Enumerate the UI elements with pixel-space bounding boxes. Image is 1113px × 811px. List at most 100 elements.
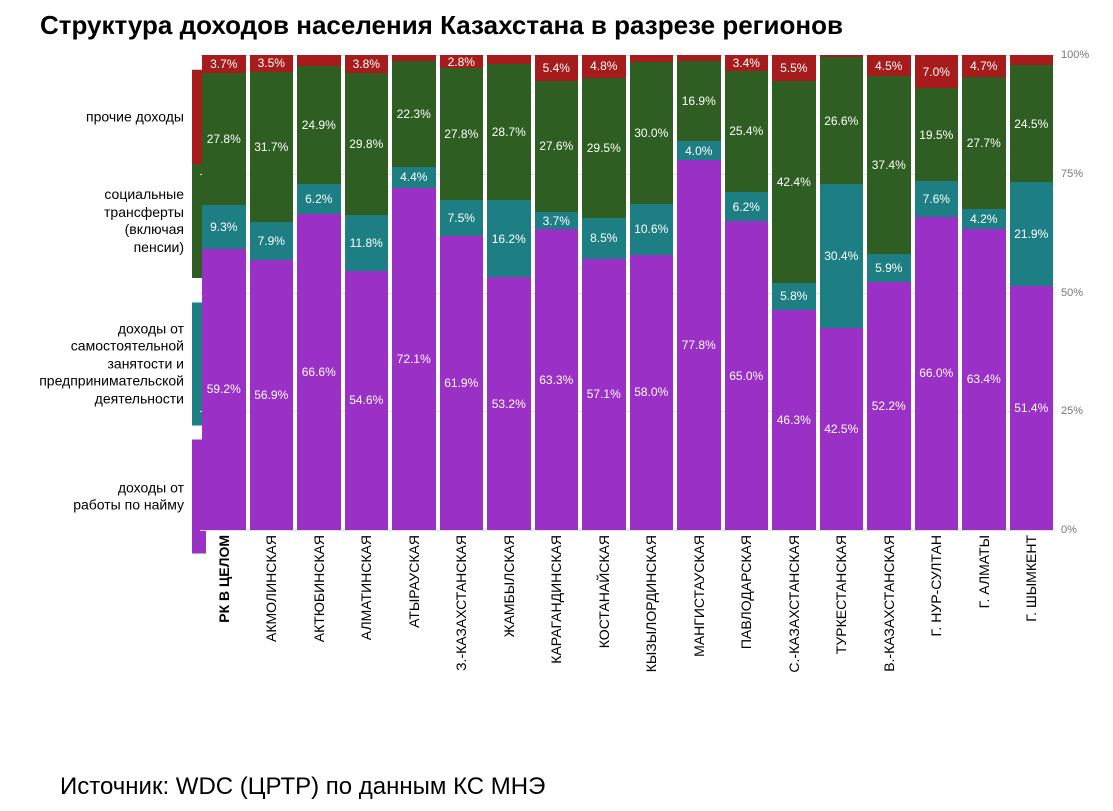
- bar-segment-employment: 42.5%: [820, 328, 864, 530]
- segment-value-label: 27.6%: [539, 139, 573, 153]
- legend-label: социальныетрансферты(включаяпенсии): [104, 186, 190, 256]
- segment-value-label: 37.4%: [872, 158, 906, 172]
- bar-segment-social: 28.7%: [487, 64, 531, 200]
- x-label-slot: Г. ШЫМКЕНТ: [1008, 535, 1056, 673]
- stacked-bar: 58.0% 10.6% 30.0%: [630, 55, 674, 530]
- x-axis-label: Г. НУР-СУЛТАН: [928, 535, 944, 636]
- segment-value-label: 10.6%: [634, 222, 668, 236]
- segment-value-label: 66.6%: [302, 365, 336, 379]
- x-axis-label: АТЫРАУСКАЯ: [406, 535, 422, 628]
- bar-segment-employment: 56.9%: [250, 260, 294, 530]
- segment-value-label: 42.5%: [824, 422, 858, 436]
- segment-value-label: 26.6%: [824, 114, 858, 128]
- bar-segment-employment: 57.1%: [582, 259, 626, 530]
- x-axis-label: АКТЮБИНСКАЯ: [311, 535, 327, 642]
- bar-segment-social: 29.8%: [345, 73, 389, 215]
- bar-slot: 66.6%6.2%24.9%: [295, 55, 343, 530]
- segment-value-label: 3.7%: [543, 214, 570, 228]
- segment-value-label: 30.0%: [634, 126, 668, 140]
- bar-segment-self_emp: 9.3%: [202, 205, 246, 249]
- bar-segment-other: [677, 55, 721, 61]
- segment-value-label: 6.2%: [733, 200, 760, 214]
- x-label-slot: КОСТАНАЙСКАЯ: [580, 535, 628, 673]
- bar-segment-self_emp: 10.6%: [630, 204, 674, 254]
- x-axis-label: З.-КАЗАХСТАНСКАЯ: [453, 535, 469, 671]
- bar-segment-self_emp: 21.9%: [1010, 182, 1054, 286]
- bar-segment-social: 24.9%: [297, 66, 341, 184]
- segment-value-label: 3.7%: [210, 57, 237, 71]
- segment-value-label: 7.5%: [448, 211, 475, 225]
- x-label-slot: АЛМАТИНСКАЯ: [343, 535, 391, 673]
- segment-value-label: 28.7%: [492, 125, 526, 139]
- legend-label: доходы отработы по найму: [73, 479, 190, 514]
- bar-segment-social: 16.9%: [677, 61, 721, 141]
- chart-plot-area: 0%25%50%75%100%59.2%9.3%27.8%3.7%56.9%7.…: [200, 55, 1055, 530]
- segment-value-label: 7.9%: [258, 234, 285, 248]
- bar-segment-employment: 66.6%: [297, 214, 341, 530]
- x-axis-label: КЫЗЫЛОРДИНСКАЯ: [643, 535, 659, 672]
- stacked-bar: 42.5% 30.4% 26.6%: [820, 55, 864, 530]
- bar-segment-social: 22.3%: [392, 61, 436, 167]
- gridline: [200, 530, 1055, 531]
- segment-value-label: 5.8%: [780, 289, 807, 303]
- segment-value-label: 27.8%: [444, 127, 478, 141]
- bar-segment-other: 3.7%: [202, 55, 246, 73]
- stacked-bar: 51.4%21.9%24.5%: [1010, 55, 1054, 530]
- segment-value-label: 3.5%: [258, 56, 285, 70]
- bar-segment-employment: 65.0%: [725, 221, 769, 530]
- bar-segment-employment: 52.2%: [867, 282, 911, 530]
- x-axis-label: В.-КАЗАХСТАНСКАЯ: [881, 535, 897, 672]
- segment-value-label: 27.8%: [207, 132, 241, 146]
- legend-item-other: прочие доходы: [0, 108, 190, 126]
- x-axis-label: Г. ШЫМКЕНТ: [1023, 535, 1039, 622]
- legend-item-social: социальныетрансферты(включаяпенсии): [0, 186, 190, 256]
- segment-value-label: 57.1%: [587, 387, 621, 401]
- segment-value-label: 16.2%: [492, 232, 526, 246]
- x-axis-label: ТУРКЕСТАНСКАЯ: [833, 535, 849, 654]
- bar-segment-employment: 59.2%: [202, 249, 246, 530]
- bar-segment-employment: 61.9%: [440, 236, 484, 530]
- x-axis-label: ПАВЛОДАРСКАЯ: [738, 535, 754, 649]
- bar-segment-other: 3.8%: [345, 55, 389, 73]
- legend-item-self_emp: доходы отсамостоятельнойзанятости ипредп…: [0, 320, 190, 408]
- x-label-slot: В.-КАЗАХСТАНСКАЯ: [865, 535, 913, 673]
- bar-slot: 42.5% 30.4% 26.6%: [818, 55, 866, 530]
- segment-value-label: 63.4%: [967, 372, 1001, 386]
- bar-slot: 66.0%7.6%19.5%7.0%: [913, 55, 961, 530]
- y-tick-label: 25%: [1061, 405, 1083, 417]
- legend: прочие доходы социальныетрансферты(включа…: [0, 55, 190, 530]
- segment-value-label: 51.4%: [1014, 401, 1048, 415]
- stacked-bar: 63.4%4.2%27.7%4.7%: [962, 55, 1006, 530]
- segment-value-label: 30.4%: [824, 249, 858, 263]
- segment-value-label: 59.2%: [207, 382, 241, 396]
- segment-value-label: 5.9%: [875, 261, 902, 275]
- bar-segment-other: 3.5%: [250, 55, 294, 72]
- segment-value-label: 25.4%: [729, 124, 763, 138]
- x-label-slot: ПАВЛОДАРСКАЯ: [723, 535, 771, 673]
- bar-slot: 61.9%7.5%27.8%2.8%: [438, 55, 486, 530]
- bar-segment-social: 26.6%: [820, 57, 864, 183]
- chart-title: Структура доходов населения Казахстана в…: [40, 10, 1093, 41]
- bar-slot: 58.0% 10.6% 30.0%: [628, 55, 676, 530]
- bar-segment-self_emp: 11.8%: [345, 215, 389, 271]
- x-label-slot: АКМОЛИНСКАЯ: [248, 535, 296, 673]
- page: Структура доходов населения Казахстана в…: [0, 0, 1113, 811]
- bar-segment-other: 5.4%: [535, 55, 579, 81]
- bar-slot: 77.8%4.0%16.9%: [675, 55, 723, 530]
- bar-slot: 59.2% 9.3% 27.8% 3.7%: [200, 55, 248, 530]
- segment-value-label: 3.8%: [353, 57, 380, 71]
- bar-segment-employment: 77.8%: [677, 160, 721, 530]
- segment-value-label: 46.3%: [777, 413, 811, 427]
- bar-segment-employment: 58.0%: [630, 255, 674, 531]
- bar-segment-social: 25.4%: [725, 71, 769, 192]
- y-tick-label: 50%: [1061, 287, 1083, 299]
- segment-value-label: 29.8%: [349, 137, 383, 151]
- bars-container: 59.2%9.3%27.8%3.7%56.9%7.9%31.7%3.5%66.6…: [200, 55, 1055, 530]
- bar-segment-self_emp: 7.5%: [440, 200, 484, 236]
- segment-value-label: 22.3%: [397, 107, 431, 121]
- bar-segment-social: 27.8%: [202, 73, 246, 205]
- stacked-bar: 63.3%3.7%27.6%5.4%: [535, 55, 579, 530]
- x-label-slot: Г. НУР-СУЛТАН: [913, 535, 961, 673]
- segment-value-label: 24.9%: [302, 118, 336, 132]
- bar-segment-self_emp: 4.2%: [962, 209, 1006, 229]
